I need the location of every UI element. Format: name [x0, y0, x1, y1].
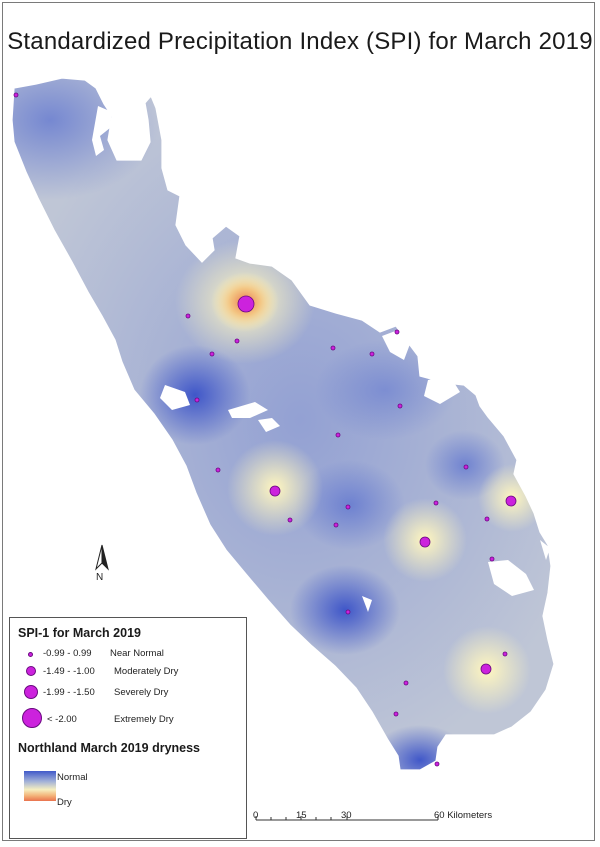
station-near-normal	[484, 516, 490, 522]
station-near-normal	[433, 500, 439, 506]
station-near-normal	[287, 517, 293, 523]
legend-range: -1.99 - -1.50	[43, 687, 95, 698]
station-near-normal	[502, 651, 508, 657]
station-moderately-dry	[269, 485, 281, 497]
legend-symbol-near-normal	[28, 652, 33, 657]
station-moderately-dry	[419, 536, 431, 548]
station-near-normal	[209, 351, 215, 357]
legend-spi-title: SPI-1 for March 2019	[18, 626, 141, 640]
station-near-normal	[13, 92, 19, 98]
legend-range: < -2.00	[47, 714, 77, 725]
station-near-normal	[330, 345, 336, 351]
station-moderately-dry	[480, 663, 492, 675]
station-near-normal	[185, 313, 191, 319]
legend-ramp-dry-label: Dry	[57, 797, 72, 808]
north-arrow-icon	[95, 544, 109, 571]
station-near-normal	[369, 351, 375, 357]
station-near-normal	[394, 329, 400, 335]
legend-symbol-extremely-dry	[22, 708, 42, 728]
station-near-normal	[345, 609, 351, 615]
scale-tick-0: 0	[253, 810, 259, 821]
legend-range: -0.99 - 0.99	[43, 648, 92, 659]
north-label: N	[96, 572, 104, 583]
station-near-normal	[333, 522, 339, 528]
scale-tick-30: 30	[341, 810, 352, 821]
legend-range: -1.49 - -1.00	[43, 666, 95, 677]
station-near-normal	[463, 464, 469, 470]
station-symbols	[13, 92, 517, 767]
station-severely-dry	[237, 295, 255, 313]
station-near-normal	[393, 711, 399, 717]
station-near-normal	[215, 467, 221, 473]
station-near-normal	[345, 504, 351, 510]
scale-tick-60: 60 Kilometers	[434, 810, 493, 821]
station-near-normal	[234, 338, 240, 344]
legend-class-label: Near Normal	[110, 648, 164, 659]
legend-panel: SPI-1 for March 2019 -0.99 - 0.99 Near N…	[9, 617, 247, 839]
station-near-normal	[194, 397, 200, 403]
station-near-normal	[434, 761, 440, 767]
coastline	[11, 77, 555, 771]
map-title: Standardized Precipitation Index (SPI) f…	[7, 28, 593, 55]
legend-class-label: Moderately Dry	[114, 666, 179, 677]
legend-symbol-moderately-dry	[26, 666, 36, 676]
legend-color-ramp	[24, 771, 56, 801]
station-moderately-dry	[505, 495, 517, 507]
map-frame	[2, 2, 595, 841]
station-near-normal	[403, 680, 409, 686]
legend-class-label: Severely Dry	[114, 687, 169, 698]
legend-class-label: Extremely Dry	[114, 714, 174, 725]
scale-tick-15: 15	[296, 810, 307, 821]
scale-bar	[255, 816, 439, 821]
legend-ramp-normal-label: Normal	[57, 772, 88, 783]
station-near-normal	[335, 432, 341, 438]
legend-dryness-title: Northland March 2019 dryness	[18, 741, 201, 755]
legend-symbol-severely-dry	[24, 685, 38, 699]
station-near-normal	[397, 403, 403, 409]
harbours	[92, 106, 550, 612]
station-near-normal	[489, 556, 495, 562]
